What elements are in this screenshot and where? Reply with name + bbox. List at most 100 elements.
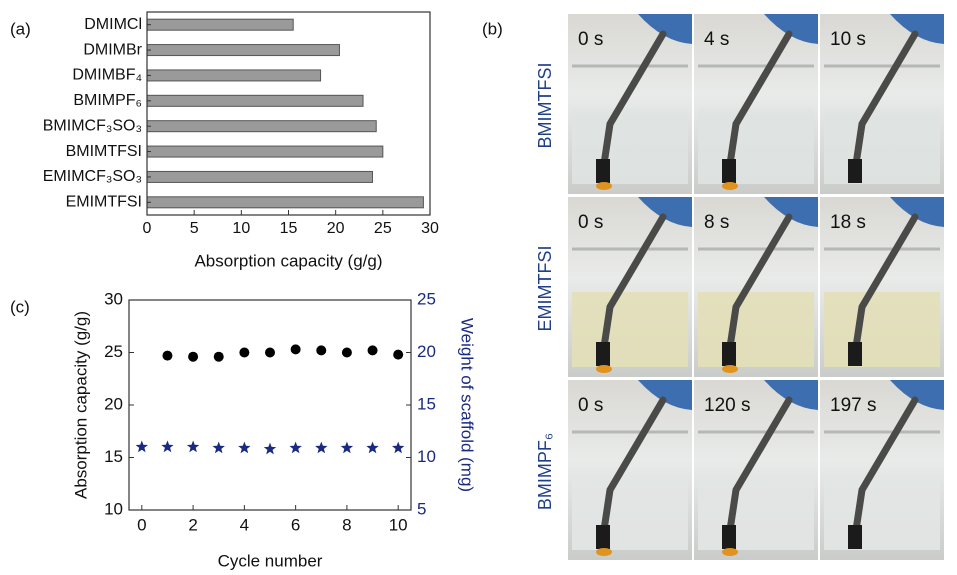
- point: [188, 351, 199, 362]
- liquid: [698, 292, 814, 367]
- liquid: [824, 475, 940, 550]
- photo: 4 s: [694, 14, 818, 194]
- y-axis-label: Absorption capacity (g/g): [71, 311, 90, 499]
- y-tick-label: 20: [104, 394, 123, 413]
- photo: 197 s: [820, 380, 944, 560]
- y2-tick-label: 25: [417, 289, 436, 308]
- y-tick-label: DMIMCl: [84, 16, 142, 33]
- star-point: [161, 440, 174, 453]
- row-label: BMIMPF₆: [535, 433, 555, 510]
- sample: [722, 342, 736, 366]
- liquid: [572, 292, 688, 367]
- point: [316, 345, 327, 356]
- x-tick-label: 0: [137, 515, 146, 534]
- x-tick-label: 10: [232, 220, 250, 237]
- tweezers: [600, 213, 667, 351]
- y-tick-label: 25: [104, 342, 123, 361]
- x-tick-label: 6: [291, 515, 300, 534]
- x-tick-label: 8: [342, 515, 351, 534]
- x-tick-label: 20: [327, 220, 345, 237]
- sample: [848, 342, 862, 366]
- glove: [638, 380, 692, 410]
- x-axis-label: Absorption capacity (g/g): [194, 251, 382, 270]
- star-point: [340, 441, 354, 454]
- photo: 0 s: [568, 14, 692, 194]
- tweezers: [726, 30, 793, 168]
- x-axis-label: Cycle number: [218, 551, 323, 570]
- sample: [848, 159, 862, 183]
- photo: 0 s: [568, 380, 692, 560]
- y-tick-label: EMIMTFSI: [66, 194, 142, 211]
- liquid: [572, 109, 688, 184]
- glove: [638, 14, 692, 44]
- plot-frame: [128, 299, 412, 511]
- plot-frame: [146, 11, 431, 216]
- x-tick-label: 25: [374, 220, 392, 237]
- tweezers: [600, 396, 667, 534]
- x-tick-label: 10: [389, 515, 408, 534]
- point: [162, 350, 173, 361]
- sample: [596, 342, 610, 366]
- liquid: [824, 109, 940, 184]
- sample: [722, 525, 736, 549]
- time-label: 0 s: [578, 212, 603, 233]
- x-tick-label: 0: [143, 220, 152, 237]
- star-point: [315, 441, 328, 454]
- time-label: 4 s: [704, 29, 729, 50]
- y-tick-label: DMIMBF₄: [72, 67, 142, 84]
- row-label: BMIMTFSI: [535, 63, 555, 149]
- star-point: [186, 440, 200, 453]
- sample: [596, 525, 610, 549]
- time-label: 18 s: [830, 212, 866, 233]
- x-tick-label: 30: [421, 220, 439, 237]
- time-label: 8 s: [704, 212, 729, 233]
- bar: [146, 170, 373, 183]
- dye-drop: [722, 548, 738, 556]
- star-point: [392, 441, 405, 454]
- photo: 120 s: [694, 380, 818, 560]
- y2-tick-label: 20: [417, 342, 436, 361]
- point: [367, 345, 378, 356]
- point: [290, 344, 301, 355]
- dye-drop: [596, 182, 612, 190]
- y2-axis-label: Weight of scaffold (mg): [458, 318, 477, 492]
- y2-tick-label: 5: [417, 499, 426, 518]
- bar: [146, 44, 340, 57]
- x-tick-label: 4: [240, 515, 249, 534]
- y-tick-label: EMIMCF₃SO₃: [43, 168, 142, 185]
- photo: 18 s: [820, 197, 944, 377]
- y-tick-label: BMIMTFSI: [66, 143, 142, 160]
- bar: [146, 196, 424, 209]
- bar: [146, 145, 384, 158]
- x-tick-label: 15: [280, 220, 298, 237]
- photo: 0 s: [568, 197, 692, 377]
- x-tick-label: 2: [188, 515, 197, 534]
- y-tick-label: 30: [104, 289, 123, 308]
- glove: [764, 197, 818, 227]
- glove: [638, 197, 692, 227]
- glove: [890, 14, 944, 44]
- liquid: [698, 475, 814, 550]
- sample: [722, 159, 736, 183]
- star-point: [289, 441, 302, 454]
- point: [265, 347, 275, 358]
- liquid: [698, 109, 814, 184]
- tweezers: [852, 213, 919, 351]
- bar: [146, 120, 377, 133]
- tweezers: [600, 30, 667, 168]
- glove: [890, 197, 944, 227]
- liquid: [572, 475, 688, 550]
- row-label: EMIMTFSI: [535, 246, 555, 332]
- bar: [146, 18, 294, 31]
- point: [213, 351, 224, 362]
- star-point: [263, 442, 277, 455]
- photo: 8 s: [694, 197, 818, 377]
- dye-drop: [722, 365, 738, 373]
- panel-label: (c): [10, 297, 30, 316]
- star-point: [366, 441, 379, 454]
- photo: 10 s: [820, 14, 944, 194]
- point: [239, 347, 250, 358]
- dye-drop: [722, 182, 738, 190]
- bar: [146, 69, 322, 82]
